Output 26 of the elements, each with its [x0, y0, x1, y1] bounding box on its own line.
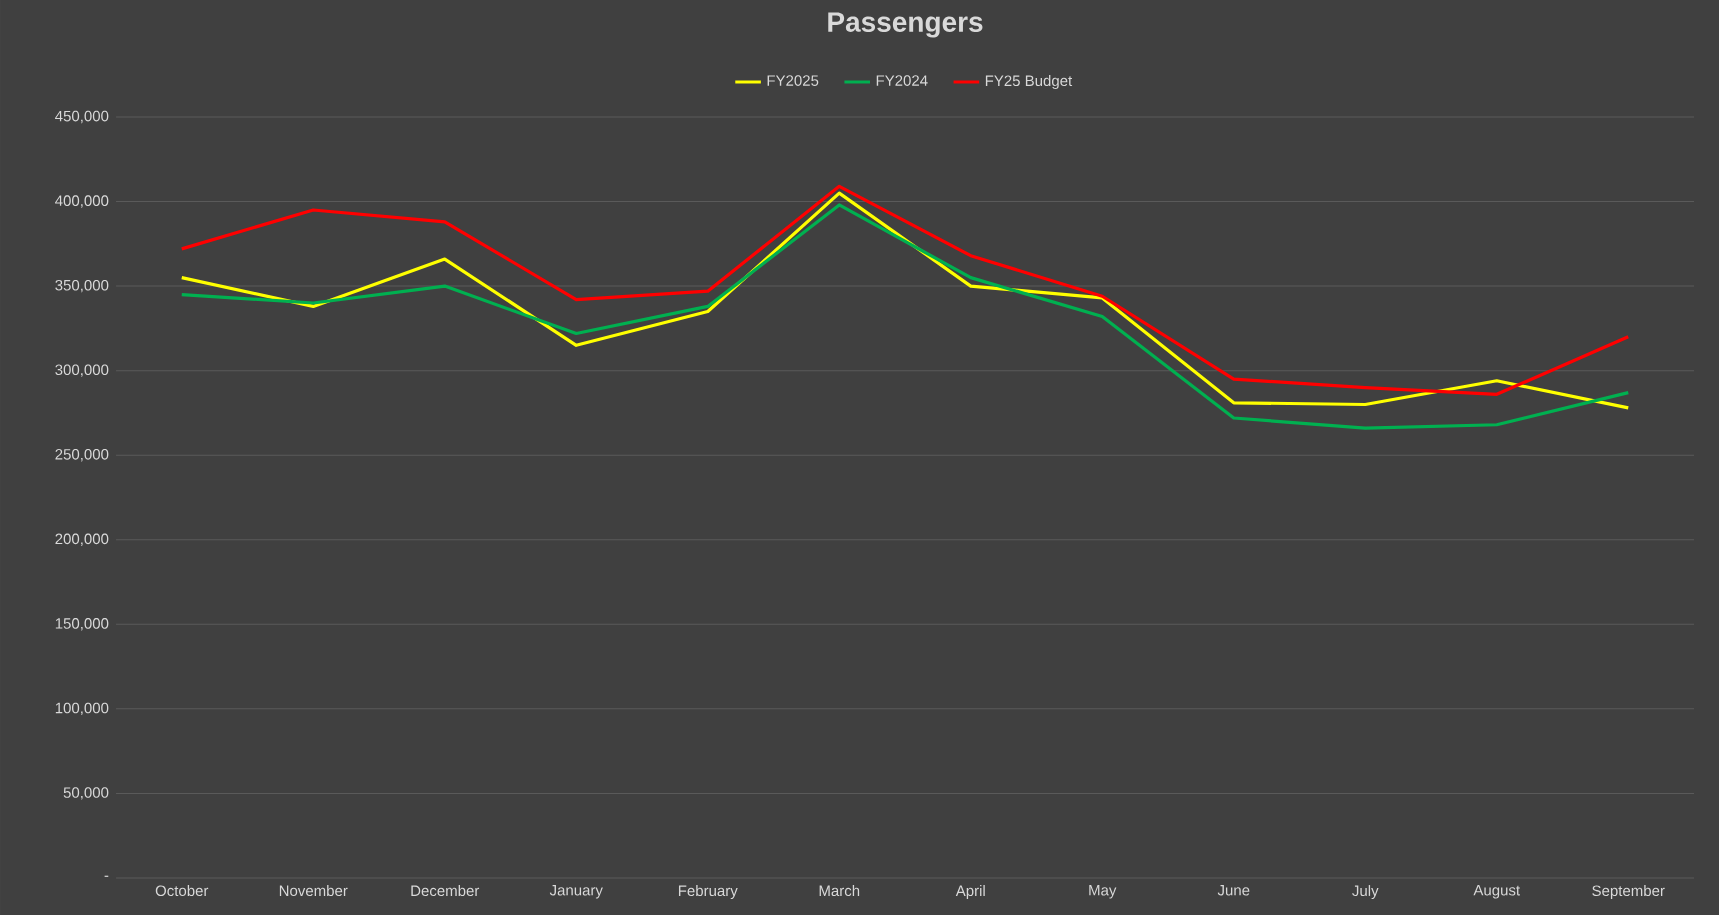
- y-tick-label: -: [104, 875, 109, 877]
- y-tick-label: 450,000: [55, 110, 109, 124]
- x-tick-label: February: [678, 885, 738, 900]
- y-tick-label: 400,000: [55, 195, 109, 208]
- x-tick-label: December: [411, 885, 480, 897]
- y-tick-label: 100,000: [55, 702, 109, 716]
- legend-label: FY25 Budget: [985, 75, 1073, 90]
- y-tick-label: 250,000: [55, 449, 109, 462]
- y-tick-label: 200,000: [55, 533, 109, 546]
- x-tick-label: November: [279, 885, 348, 897]
- x-tick-label: July: [1352, 885, 1379, 900]
- y-tick-label: 150,000: [55, 618, 109, 631]
- x-tick-label: January: [549, 885, 603, 899]
- x-tick-label: May: [1089, 885, 1117, 899]
- x-tick-label: April: [955, 885, 985, 900]
- legend-label: FY2024: [876, 75, 928, 86]
- x-tick-label: August: [1473, 885, 1520, 899]
- x-tick-label: June: [1217, 885, 1250, 896]
- legend-label: FY2025: [767, 75, 819, 86]
- y-tick-label: 50,000: [63, 787, 109, 800]
- x-tick-label: September: [1592, 885, 1665, 900]
- x-tick-label: October: [155, 885, 209, 897]
- y-tick-label: 350,000: [55, 279, 109, 293]
- chart-title: Passengers: [828, 12, 983, 38]
- x-tick-label: March: [819, 885, 860, 897]
- y-tick-label: 300,000: [55, 364, 109, 377]
